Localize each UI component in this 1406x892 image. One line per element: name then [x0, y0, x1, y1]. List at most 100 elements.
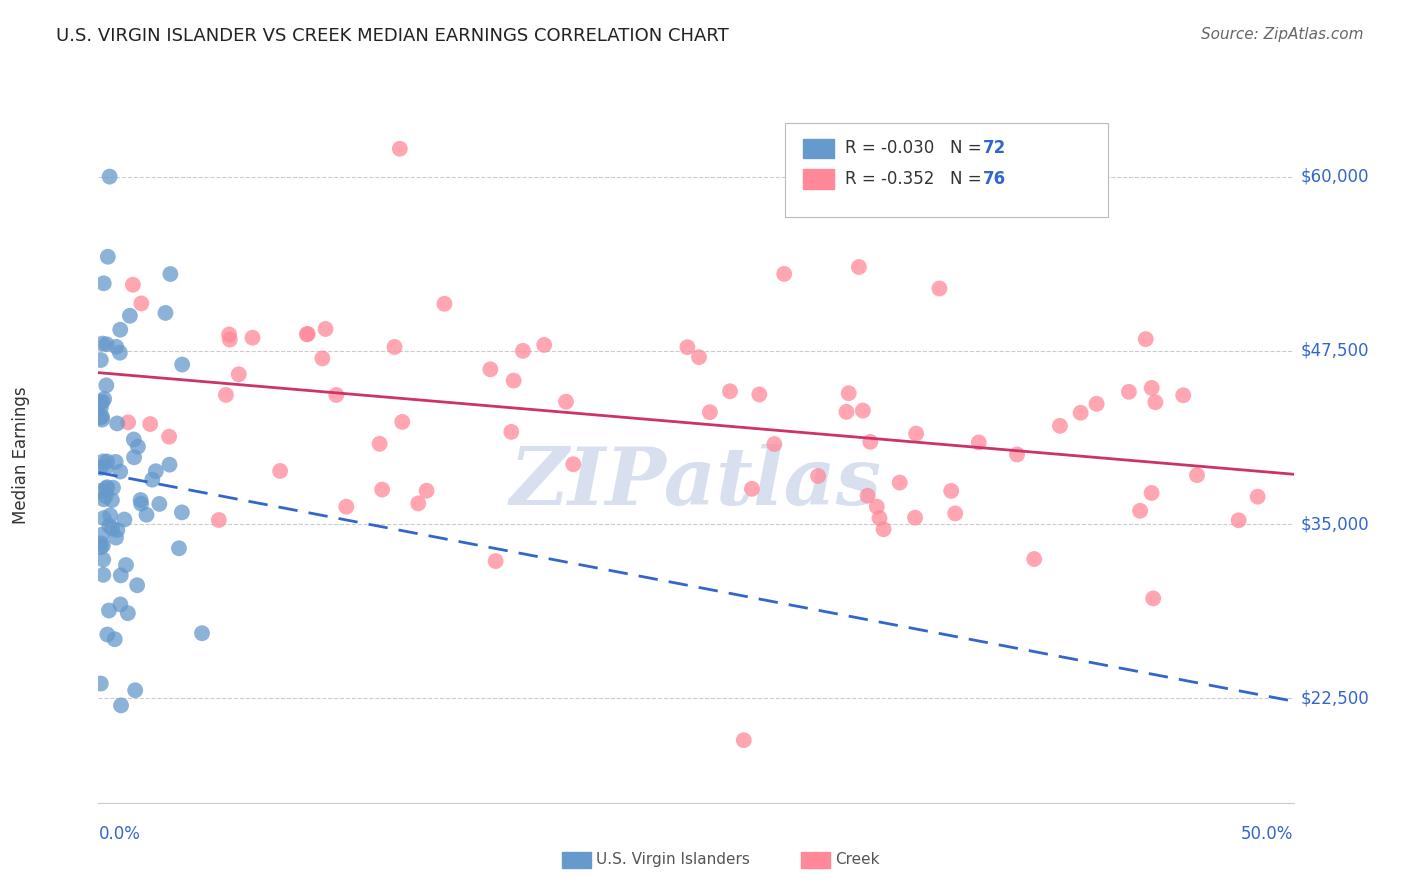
Point — [1142, 591, 1164, 606]
Point — [96, 378, 118, 392]
Point — [91, 412, 114, 426]
Point — [943, 507, 966, 521]
Point — [104, 632, 127, 647]
Point — [859, 434, 882, 449]
Point — [501, 425, 523, 439]
Point — [139, 417, 162, 431]
Point — [1173, 388, 1195, 402]
Point — [112, 512, 135, 526]
Point — [96, 480, 118, 494]
Point — [110, 698, 132, 713]
Point — [388, 142, 411, 156]
Point — [748, 387, 770, 401]
Point — [90, 460, 112, 475]
Point — [115, 558, 138, 572]
Point — [872, 522, 894, 536]
Point — [90, 528, 112, 542]
Point — [110, 323, 132, 337]
Point — [129, 493, 152, 508]
Text: ZIPatlas: ZIPatlas — [510, 444, 882, 522]
Point — [101, 481, 124, 495]
Point — [1129, 504, 1152, 518]
Point — [91, 454, 114, 468]
Text: R = -0.030: R = -0.030 — [845, 139, 934, 157]
Point — [90, 395, 112, 409]
Point — [91, 552, 114, 566]
Point — [105, 417, 128, 431]
Point — [371, 483, 394, 497]
Point — [101, 522, 124, 536]
Point — [1140, 486, 1163, 500]
Point — [117, 415, 139, 429]
Point — [122, 450, 145, 465]
Point — [1144, 395, 1167, 409]
Point — [295, 327, 318, 342]
Point — [96, 337, 118, 351]
Point — [98, 518, 121, 533]
Point — [122, 277, 145, 292]
Point — [159, 267, 181, 281]
Text: 0.0%: 0.0% — [98, 825, 141, 843]
Point — [218, 333, 240, 347]
Point — [889, 475, 911, 490]
Text: N =: N = — [950, 169, 987, 187]
Point — [763, 437, 786, 451]
Point — [1024, 552, 1046, 566]
Point — [242, 331, 264, 345]
Point — [96, 627, 118, 641]
Point — [415, 483, 437, 498]
Point — [941, 483, 963, 498]
Text: R = -0.352: R = -0.352 — [845, 169, 935, 187]
Text: U.S. VIRGIN ISLANDER VS CREEK MEDIAN EARNINGS CORRELATION CHART: U.S. VIRGIN ISLANDER VS CREEK MEDIAN EAR… — [56, 27, 728, 45]
Point — [1227, 513, 1250, 527]
Point — [406, 496, 429, 510]
Point — [512, 343, 534, 358]
Point — [101, 493, 124, 508]
Point — [905, 426, 928, 441]
Text: 72: 72 — [983, 139, 1007, 157]
Text: $60,000: $60,000 — [1301, 168, 1369, 186]
Point — [145, 464, 167, 478]
Point — [718, 384, 741, 399]
Point — [90, 410, 112, 425]
Point — [131, 296, 153, 310]
Point — [96, 454, 118, 468]
Point — [91, 394, 114, 409]
Point — [155, 306, 177, 320]
Point — [157, 430, 180, 444]
Point — [108, 345, 131, 359]
Point — [479, 362, 502, 376]
Point — [335, 500, 357, 514]
Text: N =: N = — [950, 139, 987, 157]
Point — [967, 435, 990, 450]
Text: $22,500: $22,500 — [1301, 690, 1369, 707]
Point — [127, 578, 149, 592]
Point — [91, 336, 114, 351]
Point — [141, 473, 163, 487]
Point — [148, 497, 170, 511]
Point — [741, 482, 763, 496]
Point — [555, 394, 578, 409]
Point — [433, 297, 456, 311]
Point — [93, 277, 115, 291]
Point — [1185, 468, 1208, 483]
Point — [93, 492, 115, 507]
Point — [699, 405, 721, 419]
Point — [104, 531, 127, 545]
Point — [502, 374, 524, 388]
Point — [98, 169, 121, 184]
Point — [159, 458, 181, 472]
Point — [866, 500, 889, 514]
Point — [688, 350, 710, 364]
Point — [856, 489, 879, 503]
Point — [838, 386, 860, 401]
Point — [852, 403, 875, 417]
Point — [384, 340, 406, 354]
Point — [835, 405, 858, 419]
Point — [269, 464, 291, 478]
Point — [90, 676, 112, 690]
Point — [93, 392, 115, 406]
Point — [733, 733, 755, 747]
Text: Creek: Creek — [835, 853, 880, 867]
Point — [167, 541, 190, 556]
